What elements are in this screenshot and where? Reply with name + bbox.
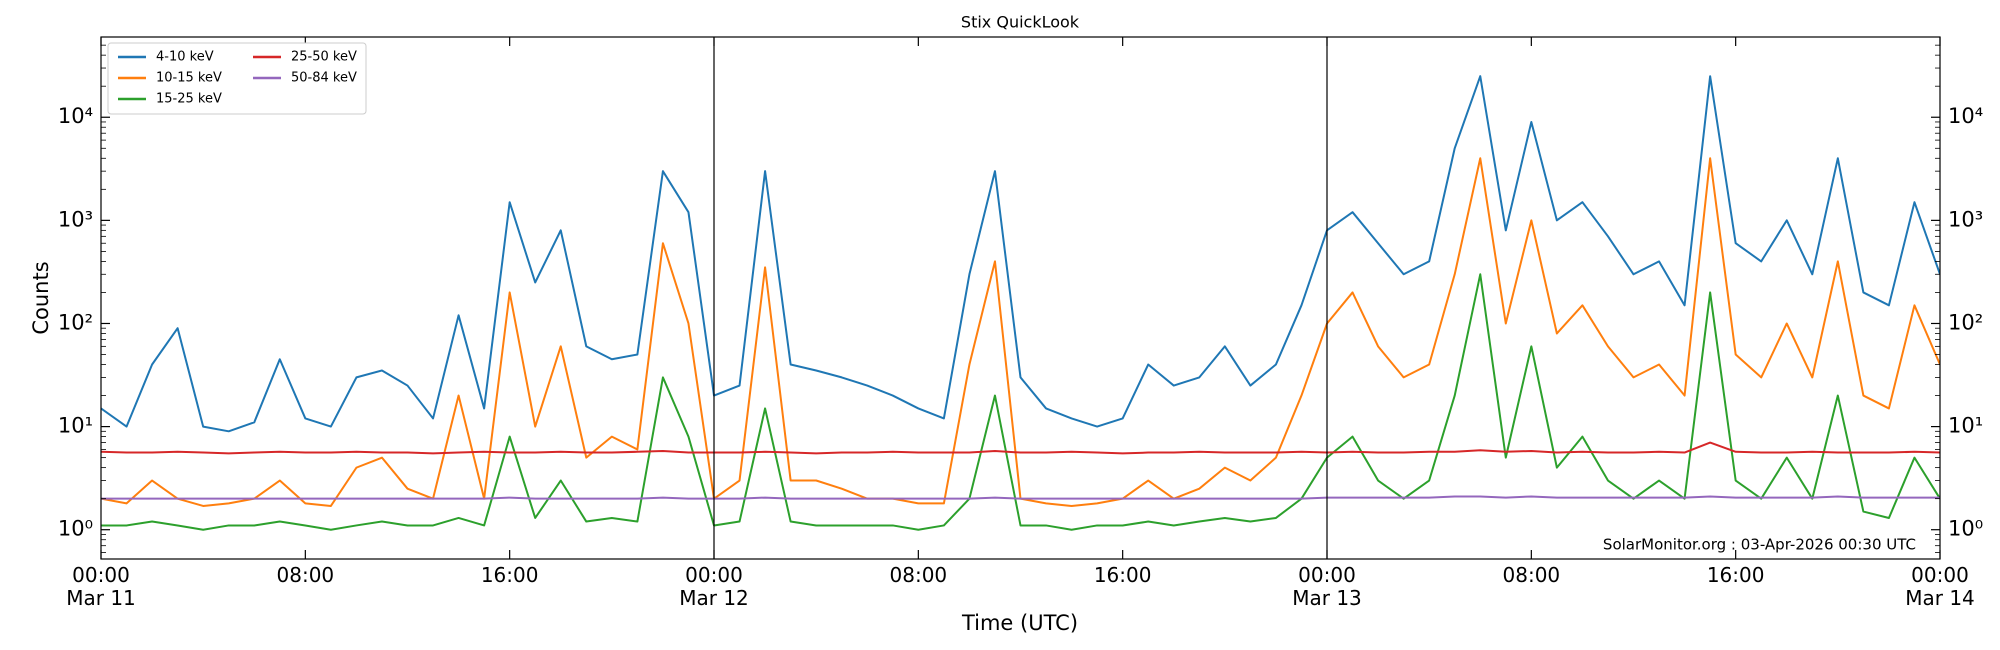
legend-label: 50-84 keV: [291, 71, 357, 86]
series-line: [101, 495, 1940, 500]
x-tick-label: 00:00 Mar 13: [1292, 563, 1362, 610]
plot-frame: [100, 36, 1941, 560]
series-line: [101, 273, 1940, 531]
chart-title: Stix QuickLook: [961, 13, 1080, 32]
y-tick-label-right: 10³: [1948, 207, 1983, 231]
legend-box: [107, 42, 367, 115]
y-tick-label-right: 10⁰: [1948, 517, 1983, 541]
x-tick-label: 00:00 Mar 11: [66, 563, 136, 610]
x-tick-label: 08:00: [889, 563, 948, 587]
x-tick-label: 16:00: [1706, 563, 1765, 587]
y-tick-label: 10⁰: [58, 517, 93, 541]
x-tick-label: 08:00: [1502, 563, 1561, 587]
legend-label: 15-25 keV: [156, 92, 222, 107]
x-tick-label: 16:00: [480, 563, 539, 587]
legend-label: 25-50 keV: [291, 50, 357, 65]
y-tick-label-right: 10²: [1948, 310, 1983, 334]
y-tick-label: 10⁴: [58, 104, 93, 128]
x-tick-label: 16:00: [1093, 563, 1152, 587]
x-tick-label: 00:00 Mar 14: [1905, 563, 1975, 610]
annotation: SolarMonitor.org : 03-Apr-2026 00:30 UTC: [1603, 536, 1916, 554]
x-axis-label: Time (UTC): [961, 611, 1078, 635]
y-tick-label-right: 10⁴: [1948, 104, 1983, 128]
y-tick-label: 10³: [58, 207, 93, 231]
legend-label: 4-10 keV: [156, 50, 214, 65]
x-tick-label: 08:00: [276, 563, 335, 587]
series-line: [101, 75, 1940, 433]
series-line: [101, 157, 1940, 507]
x-tick-label: 00:00 Mar 12: [679, 563, 749, 610]
y-axis-label: Counts: [29, 261, 53, 334]
y-tick-label-right: 10¹: [1948, 414, 1983, 438]
legend-label: 10-15 keV: [156, 71, 222, 86]
series-line: [101, 441, 1940, 455]
legend: 4-10 keV 10-15 keV 15-25 keV 25-50 keV 50-84…: [107, 42, 367, 115]
y-tick-label: 10¹: [58, 414, 93, 438]
y-tick-label: 10²: [58, 310, 93, 334]
